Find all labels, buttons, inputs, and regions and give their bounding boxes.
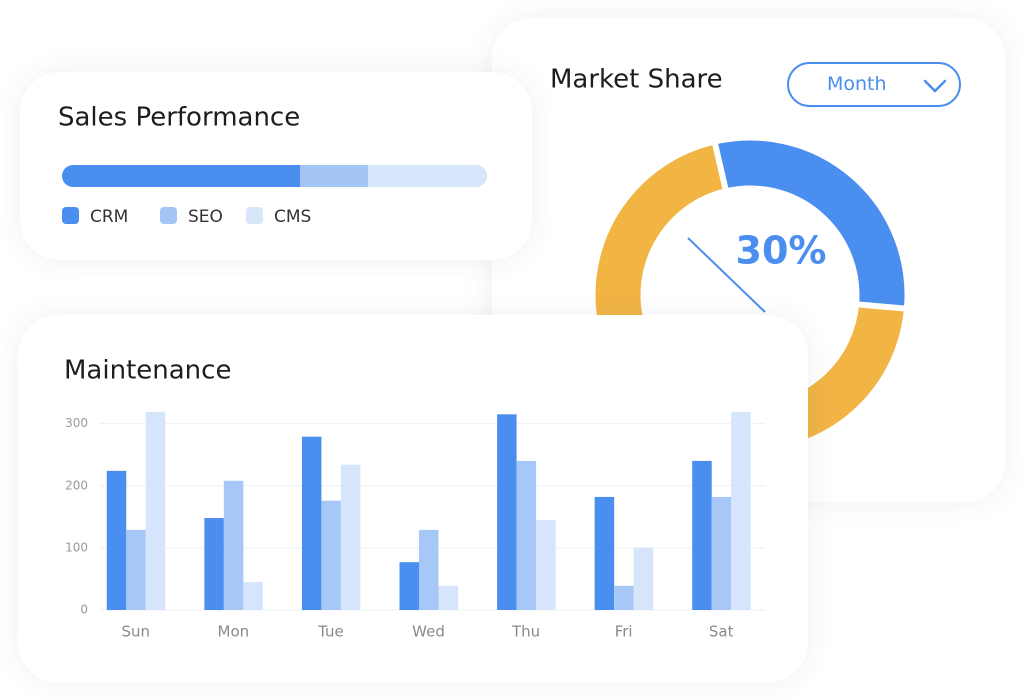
x-tick-label: Mon: [218, 623, 250, 641]
pointer-line: [687, 237, 766, 313]
bar: [731, 411, 751, 610]
segment-gap: [851, 300, 912, 313]
progress-chart: Sales Performance CRM SEO CMS: [58, 103, 487, 227]
legend-label: SEO: [188, 207, 223, 227]
bar: [223, 480, 244, 610]
bar: [321, 500, 341, 610]
x-tick-label: Tue: [317, 623, 344, 641]
bar: [340, 464, 361, 610]
x-tick-label: Fri: [615, 623, 633, 641]
bar-segment: [62, 165, 300, 187]
bar: [419, 529, 439, 610]
y-tick-label: 300: [65, 416, 88, 430]
bar: [438, 585, 458, 610]
bar: [243, 582, 263, 610]
value-label: 30%: [736, 229, 827, 273]
chart-title: Market Share: [550, 65, 723, 95]
bar: [145, 411, 166, 610]
segment-gap: [710, 136, 730, 197]
bar: [301, 436, 322, 610]
legend-label: CMS: [274, 207, 311, 227]
bar: [516, 460, 537, 610]
y-tick-label: 100: [65, 540, 88, 554]
legend-swatch: [160, 207, 177, 224]
chevron-icon: [923, 79, 947, 93]
bar-chart: Maintenance 0 100 200 300 Sun Mon Tue Wed Thu Fri…: [64, 356, 765, 641]
x-tick-label: Sat: [709, 623, 734, 641]
bar: [204, 518, 224, 610]
bar-segment: [368, 165, 487, 187]
bar: [711, 496, 732, 610]
chart-title: Sales Performance: [58, 103, 300, 133]
bar: [536, 519, 556, 610]
legend-swatch: [62, 207, 79, 224]
dropdown-label: Month: [827, 73, 887, 95]
x-tick-label: Sun: [122, 623, 151, 641]
bar: [106, 470, 127, 610]
bar-segment: [300, 165, 368, 187]
progress-bar: [62, 165, 487, 187]
bar: [692, 460, 712, 610]
y-tick-label: 200: [65, 478, 88, 492]
x-tick-label: Wed: [412, 623, 445, 641]
maintenance-card: Maintenance 0 100 200 300 Sun Mon Tue Wed Thu Fri…: [18, 315, 808, 682]
bar: [614, 585, 634, 610]
bar: [126, 529, 146, 610]
donut-chart: Market Share 30%: [550, 65, 912, 450]
dropdown[interactable]: Month: [787, 62, 961, 107]
bar: [594, 496, 615, 610]
legend-label: CRM: [90, 207, 128, 227]
x-tick-label: Thu: [511, 623, 540, 641]
legend-swatch: [246, 207, 263, 224]
donut-segment: [715, 140, 905, 309]
sales-card: Sales Performance CRM SEO CMS: [20, 72, 532, 260]
chart-title: Maintenance: [64, 356, 231, 386]
bar: [399, 562, 419, 610]
bar: [497, 414, 517, 610]
y-tick-label: 0: [80, 603, 88, 617]
bar: [633, 547, 654, 610]
